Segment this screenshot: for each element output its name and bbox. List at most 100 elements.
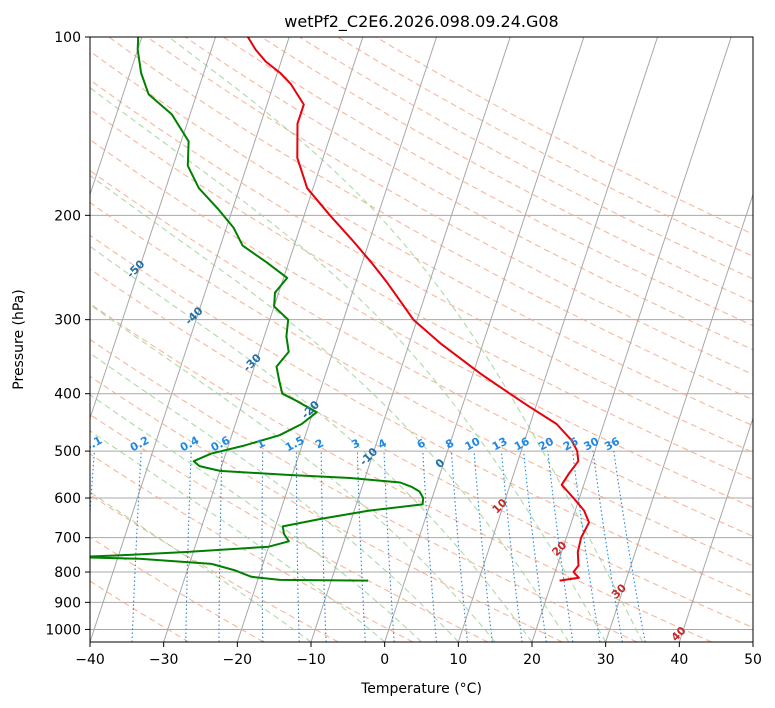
mixing-ratio-line xyxy=(547,451,574,642)
x-tick-label: 40 xyxy=(670,652,688,668)
moist-adiabat-line xyxy=(90,352,459,642)
y-tick-label: 100 xyxy=(54,30,81,46)
isotherm-label: 40 xyxy=(669,624,689,644)
mixing-ratio-line xyxy=(571,451,601,642)
y-tick-label: 600 xyxy=(54,491,81,507)
temperature-profile-line xyxy=(247,37,590,582)
plot-frame xyxy=(89,36,754,643)
mixing-ratio-line xyxy=(90,451,95,520)
dry-adiabat-line xyxy=(337,37,753,257)
x-tick-label: −40 xyxy=(75,652,105,668)
y-axis-ticks: 1000 900 800 700 600 500 400 300 200 100 xyxy=(45,30,90,638)
dry-adiabat-line xyxy=(90,170,753,537)
isotherm-line xyxy=(752,640,753,642)
mixing-ratio-label: 13 xyxy=(490,435,510,454)
mixing-ratio-line xyxy=(295,451,300,642)
moist-adiabat-line xyxy=(90,430,386,642)
moist-adiabat-line xyxy=(90,303,496,642)
isotherm-label: -20 xyxy=(299,398,322,421)
isotherm-label: -50 xyxy=(124,257,147,280)
x-axis-label: Temperature (°C) xyxy=(360,681,482,697)
mixing-ratio-label: 16 xyxy=(512,435,532,454)
dry-adiabat-line xyxy=(90,303,712,642)
moist-adiabat-line xyxy=(90,394,422,642)
moist-adiabat-line xyxy=(90,245,533,642)
mixing-ratio-label: 25 xyxy=(561,435,581,454)
isotherm-label: 10 xyxy=(490,496,510,516)
isotherm-line xyxy=(384,37,585,642)
mixing-ratio-label: 4 xyxy=(376,436,389,451)
dry-adiabat-line xyxy=(90,50,753,427)
isotherm-line xyxy=(90,37,143,197)
dry-adiabat-line xyxy=(222,37,753,327)
y-tick-label: 200 xyxy=(54,208,81,224)
x-tick-label: −20 xyxy=(223,652,253,668)
moist-adiabat-line xyxy=(90,174,570,642)
background-lines: 0.10.20.40.611.52346810131620253036-100-… xyxy=(8,37,753,644)
x-tick-label: −30 xyxy=(149,652,179,668)
x-tick-label: 50 xyxy=(744,652,762,668)
dry-adiabat-line xyxy=(90,201,753,567)
x-tick-label: 10 xyxy=(449,652,467,668)
y-tick-label: 400 xyxy=(54,387,81,403)
pressure-grid xyxy=(90,37,753,630)
profile-series xyxy=(90,37,590,582)
isotherm-label: 20 xyxy=(549,539,569,559)
dry-adiabat-line xyxy=(299,37,753,280)
x-tick-label: −10 xyxy=(296,652,326,668)
moist-adiabat-line xyxy=(90,86,607,642)
chart-title: wetPf2_C2E6.2026.098.09.24.G08 xyxy=(284,12,558,32)
x-tick-label: 30 xyxy=(597,652,615,668)
mixing-ratio-line xyxy=(320,451,327,642)
isotherm-line xyxy=(678,416,753,642)
isotherm-line xyxy=(457,37,659,642)
dry-adiabat-line xyxy=(184,37,753,351)
mixing-ratio-line xyxy=(450,451,469,642)
isotherm-line xyxy=(90,37,290,642)
moist-adiabats xyxy=(90,37,643,642)
dry-adiabat-line xyxy=(261,37,753,303)
x-tick-label: 0 xyxy=(380,652,389,668)
isotherm-line xyxy=(310,37,511,642)
dry-adiabat-line xyxy=(90,234,753,597)
moist-adiabat-line xyxy=(90,491,312,642)
dry-adiabat-line xyxy=(375,37,753,235)
mixing-ratio-label: 30 xyxy=(582,435,602,454)
y-tick-label: 800 xyxy=(54,565,81,581)
isotherms xyxy=(90,37,753,642)
mixing-ratio-line xyxy=(383,451,395,642)
y-tick-label: 500 xyxy=(54,444,81,460)
isotherm-label: -30 xyxy=(241,351,264,374)
dry-adiabat-line xyxy=(90,580,190,642)
y-tick-label: 300 xyxy=(54,313,81,329)
mixing-ratio-lines xyxy=(90,451,646,642)
mixing-ratio-line xyxy=(523,451,547,642)
mixing-ratio-line xyxy=(131,451,142,642)
y-tick-label: 700 xyxy=(54,531,81,547)
isotherm-line xyxy=(236,37,438,642)
x-tick-label: 20 xyxy=(523,652,541,668)
isotherm-line xyxy=(163,37,364,642)
mixing-ratio-label: 10 xyxy=(463,435,483,454)
dry-adiabat-line xyxy=(90,338,638,642)
isotherm-label: 30 xyxy=(609,581,629,601)
dry-adiabat-line xyxy=(90,536,264,642)
isotherm-label: -70 xyxy=(8,163,31,186)
mixing-ratio-label: 20 xyxy=(536,435,556,454)
dry-adiabat-line xyxy=(90,375,563,642)
dry-adiabat-line xyxy=(90,494,339,642)
mixing-ratio-label: 36 xyxy=(602,435,622,454)
mixing-ratio-line xyxy=(185,451,192,642)
mixing-ratio-line xyxy=(500,451,523,642)
dewpoint-profile-line xyxy=(90,37,425,582)
isotherm-line xyxy=(90,37,217,420)
mixing-ratio-line xyxy=(613,451,646,642)
mixing-ratio-line xyxy=(592,451,623,642)
isotherm-line xyxy=(605,192,753,642)
y-axis-label: Pressure (hPa) xyxy=(11,289,27,389)
mixing-ratio-label: 8 xyxy=(443,436,456,451)
mixing-ratio-label: 3 xyxy=(349,436,362,451)
moist-adiabat-line xyxy=(168,37,643,642)
dry-adiabat-line xyxy=(90,268,753,629)
mixing-ratio-line xyxy=(218,451,223,642)
